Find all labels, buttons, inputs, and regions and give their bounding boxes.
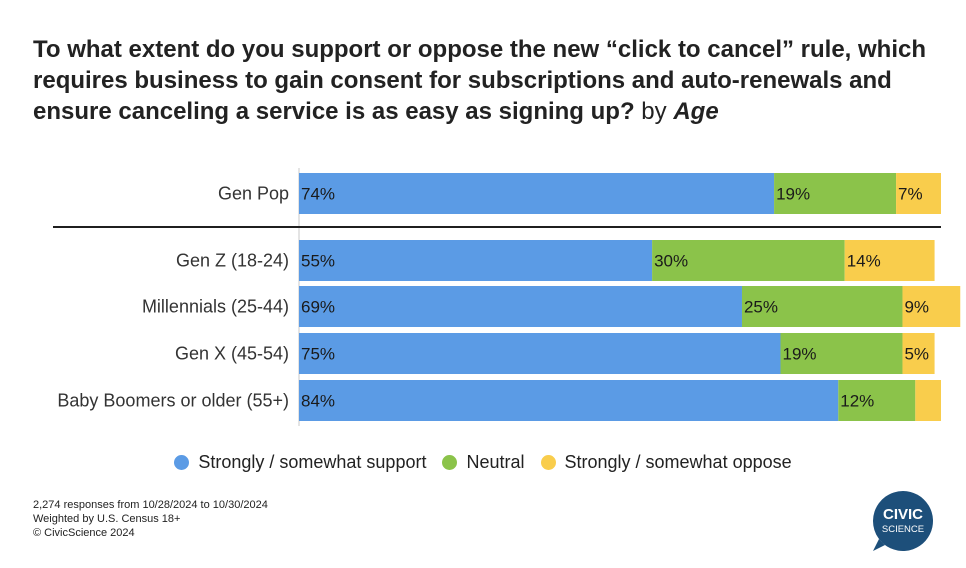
data-label: 5%	[904, 345, 929, 364]
data-label: 84%	[301, 392, 335, 411]
category-label: Millennials (25-44)	[142, 297, 289, 317]
category-label: Gen X (45-54)	[175, 344, 289, 364]
bar-segment-neutral	[652, 240, 845, 281]
data-label: 9%	[904, 298, 929, 317]
data-label: 30%	[654, 252, 688, 271]
logo-badge-shape	[873, 491, 933, 551]
data-label: 12%	[840, 392, 874, 411]
data-label: 74%	[301, 185, 335, 204]
bar-segment-neutral	[774, 173, 897, 214]
stacked-bar-chart: Gen Pop 74% 19% 7% Gen Z (18-24) 55% 30% 14% Mil…	[53, 168, 961, 426]
category-label: Baby Boomers or older (55+)	[57, 391, 289, 411]
bar-segment-support	[299, 173, 775, 214]
bar-segment-support	[299, 333, 781, 374]
logo-text-science: SCIENCE	[882, 524, 924, 535]
bar-segment-neutral	[780, 333, 903, 374]
bar-segment-neutral	[741, 286, 903, 327]
legend-label-neutral: Neutral	[466, 452, 525, 472]
legend-item-support: Strongly / somewhat support	[174, 452, 426, 473]
data-label: 25%	[744, 298, 778, 317]
category-label: Gen Z (18-24)	[176, 251, 289, 271]
bar-segment-neutral	[838, 380, 916, 421]
title-main: To what extent do you support or oppose …	[33, 36, 927, 125]
chart-title: To what extent do you support or oppose …	[33, 34, 933, 127]
data-label: 7%	[898, 185, 923, 204]
footer-line-responses: 2,274 responses from 10/28/2024 to 10/30…	[33, 499, 268, 511]
title-suffix: by	[641, 98, 667, 125]
bar-segment-oppose	[915, 380, 941, 421]
legend-label-support: Strongly / somewhat support	[198, 452, 427, 472]
data-label: 14%	[847, 252, 881, 271]
footer-notes: 2,274 responses from 10/28/2024 to 10/30…	[33, 498, 268, 540]
legend-label-oppose: Strongly / somewhat oppose	[564, 452, 792, 472]
legend-swatch-neutral	[442, 455, 458, 470]
bar-segment-support	[299, 380, 839, 421]
legend-item-oppose: Strongly / somewhat oppose	[540, 452, 792, 473]
bar-segment-oppose	[844, 240, 935, 281]
bar-segment-oppose	[902, 333, 935, 374]
data-label: 19%	[783, 345, 817, 364]
bar-segment-support	[299, 286, 742, 327]
data-label: 69%	[301, 298, 335, 317]
legend-swatch-oppose	[540, 455, 556, 470]
data-label: 19%	[776, 185, 810, 204]
bar-segment-support	[299, 240, 653, 281]
data-label: 55%	[301, 252, 335, 271]
legend: Strongly / somewhat support Neutral Stro…	[0, 452, 966, 473]
legend-swatch-support	[174, 455, 190, 470]
footer-line-copyright: © CivicScience 2024	[33, 527, 135, 539]
bar-segment-oppose	[902, 286, 961, 327]
title-suffix-emphasis: Age	[673, 98, 719, 125]
logo-text-civic: CIVIC	[883, 506, 923, 523]
legend-item-neutral: Neutral	[442, 452, 525, 473]
bar-segment-oppose	[896, 173, 941, 214]
footer-line-weighting: Weighted by U.S. Census 18+	[33, 513, 181, 525]
civicscience-logo: CIVIC SCIENCE	[873, 491, 933, 551]
data-label: 75%	[301, 345, 335, 364]
category-label: Gen Pop	[218, 184, 289, 204]
